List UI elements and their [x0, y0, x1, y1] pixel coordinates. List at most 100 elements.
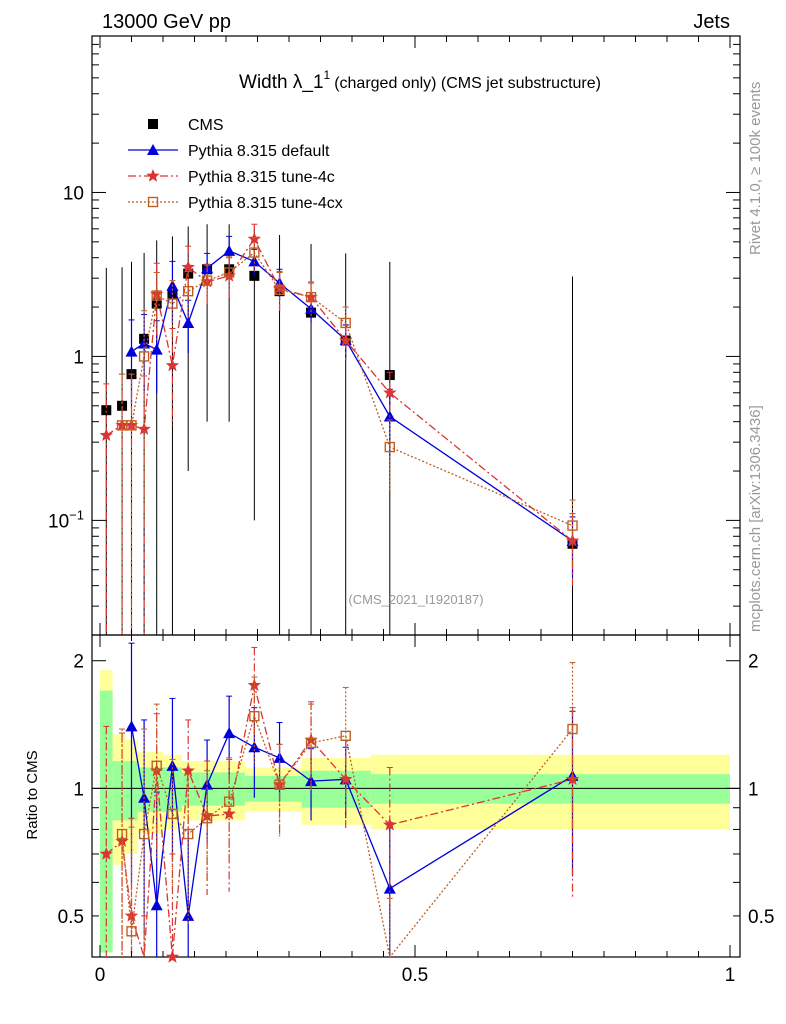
- ratio-band-inner: [219, 772, 245, 806]
- mc-ratio-point: [167, 808, 178, 820]
- mc-ratio-point: [201, 813, 213, 824]
- ratio-band-inner: [333, 770, 371, 808]
- mc-ratio-point: [383, 817, 397, 831]
- legend-item: CMS: [148, 117, 224, 134]
- mc-ratio-point: [567, 723, 578, 735]
- legend: CMS Pythia 8.315 default Pythia 8.315 tune…: [128, 117, 343, 212]
- header-right: Jets: [693, 11, 730, 33]
- mc-ratio-point: [247, 678, 261, 691]
- mcplots-label: mcplots.cern.ch [arXiv:1306.3436]: [747, 405, 764, 632]
- ratio-frame: [91, 634, 741, 958]
- title-rest: (charged only) (CMS jet substructure): [334, 75, 601, 92]
- mc-series-main: [125, 235, 579, 578]
- legend-label: CMS: [188, 117, 224, 134]
- mc-ratio-point: [340, 730, 351, 742]
- y-tick-label: 1: [73, 347, 84, 368]
- mc-ratio-point: [99, 847, 113, 860]
- legend-marker: [147, 144, 159, 155]
- ratio-y-tick-label-right: 0.5: [748, 907, 774, 928]
- mc-ratio-point: [151, 760, 162, 772]
- header-left: 13000 GeV pp: [102, 11, 231, 33]
- ratio-band-inner: [181, 772, 201, 806]
- y-tick-label: 10−1: [48, 507, 84, 532]
- mc-point: [182, 285, 194, 297]
- legend-marker: [146, 169, 160, 182]
- mc-point: [272, 281, 287, 294]
- mc-point: [150, 343, 163, 355]
- ratio-y-tick-label: 2: [73, 652, 84, 673]
- mc-ratio-point: [304, 733, 318, 746]
- mc-ratio-point: [383, 882, 396, 894]
- mc-ratio-point: [182, 828, 194, 840]
- mc-ratio-point: [150, 899, 163, 911]
- mc-ratio-line: [121, 714, 574, 959]
- ratio-y-tick-label-right: 1: [748, 779, 759, 800]
- ratio-ylabel: Ratio to CMS: [24, 750, 41, 839]
- x-tick-label: 1: [725, 965, 736, 986]
- mc-point: [151, 290, 162, 301]
- mc-ratio-point: [222, 807, 236, 820]
- x-tick-label: 0.5: [402, 965, 428, 986]
- mc-point: [248, 255, 261, 267]
- title-sup: 1: [324, 68, 331, 82]
- title-main: Width λ_1: [239, 72, 323, 93]
- ratio-band-inner: [112, 761, 126, 821]
- mc-point: [126, 420, 137, 431]
- legend-marker: [148, 119, 158, 129]
- ratio-band-inner: [100, 690, 113, 953]
- mc-point: [383, 385, 397, 399]
- mc-point: [125, 345, 138, 357]
- mc-point: [305, 291, 317, 303]
- mc-ratio-point: [116, 828, 128, 840]
- mc-point: [181, 260, 195, 273]
- mc-point: [340, 317, 351, 329]
- mc-point: [567, 520, 578, 531]
- mc-ratio-point: [165, 950, 180, 963]
- mc-point: [223, 244, 236, 256]
- y-tick-label-base: 10: [48, 511, 69, 532]
- data-point: [101, 405, 112, 416]
- mc-point: [201, 275, 213, 286]
- mc-point: [305, 302, 318, 314]
- legend-marker: [147, 196, 159, 208]
- mc-ratio-point: [274, 779, 285, 790]
- ratio-y-tick-label: 1: [73, 779, 84, 800]
- mc-point: [249, 247, 260, 258]
- analysis-label: (CMS_2021_I1920187): [348, 592, 483, 607]
- mc-ratio-point: [305, 737, 317, 749]
- mc-point: [223, 267, 235, 278]
- mc-point: [384, 441, 395, 453]
- chart-title: Width λ_11 (charged only) (CMS jet substr…: [239, 68, 601, 93]
- mc-series-line: [131, 250, 573, 542]
- ratio-band-inner: [370, 774, 415, 804]
- mc-ratio-point: [138, 828, 150, 840]
- legend-label: Pythia 8.315 default: [188, 143, 330, 160]
- legend-item: Pythia 8.315 default: [128, 143, 330, 160]
- ratio-panel: 0.5 0.5 1 1 2 2: [58, 634, 774, 963]
- x-tick-label: 0: [95, 965, 106, 986]
- y-tick-label: 10: [63, 183, 84, 204]
- mc-point: [182, 316, 195, 328]
- legend-label: Pythia 8.315 tune-4cx: [188, 195, 343, 212]
- mc-series-ratio: [116, 662, 578, 959]
- ratio-y-tick-label: 0.5: [58, 907, 84, 928]
- legend-label: Pythia 8.315 tune-4c: [188, 169, 335, 186]
- mc-series-main: [116, 237, 578, 635]
- ratio-band-inner: [301, 770, 334, 808]
- mc-point: [167, 298, 178, 309]
- data-point: [151, 298, 162, 309]
- y-tick-label-exp: −1: [69, 507, 84, 522]
- mc-ratio-point: [181, 763, 195, 777]
- mc-point: [274, 284, 285, 295]
- mc-ratio-point: [249, 710, 260, 722]
- ratio-y-tick-label-right: 2: [748, 652, 759, 673]
- mc-series-line: [122, 251, 573, 527]
- mc-point: [165, 358, 180, 372]
- legend-item: Pythia 8.315 tune-4cx: [128, 195, 343, 212]
- mc-ratio-point: [223, 796, 235, 807]
- mc-ratio-point: [125, 720, 138, 732]
- mc-point: [222, 268, 236, 282]
- data-point: [117, 400, 128, 411]
- rivet-label: Rivet 4.1.0, ≥ 100k events: [747, 82, 764, 255]
